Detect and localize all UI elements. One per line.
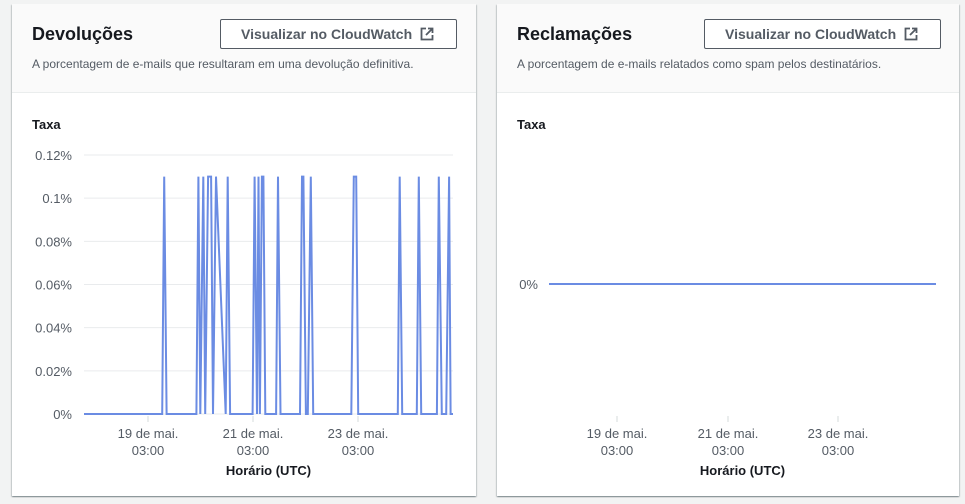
x-tick-date: 19 de mai. (587, 426, 648, 441)
bounces-chart: Taxa 0.12% 0.1% 0.08% 0.06% 0.04% 0.02% 0% 19 de… (12, 93, 476, 496)
complaints-view-in-cloudwatch-button[interactable]: Visualizar no CloudWatch (704, 19, 941, 49)
x-tick-time: 03:00 (342, 443, 375, 458)
y-tick-label: 0.1% (42, 191, 72, 206)
x-tick-time: 03:00 (237, 443, 270, 458)
series-line-0 (84, 175, 453, 415)
x-axis-title: Horário (UTC) (226, 463, 311, 478)
complaints-title: Reclamações (517, 24, 633, 44)
bounces-title: Devoluções (32, 24, 134, 44)
x-tick-time: 03:00 (712, 443, 745, 458)
button-label: Visualizar no CloudWatch (725, 26, 897, 42)
bounces-panel: Devoluções A porcentagem de e-mails que … (12, 4, 476, 496)
complaints-description: A porcentagem de e-mails relatados como … (517, 57, 882, 71)
complaints-chart: Taxa 0% 19 de mai. 03:00 21 de mai. 03:00 23 d… (497, 93, 959, 496)
external-link-icon (904, 27, 918, 41)
y-tick-label: 0% (519, 277, 538, 292)
y-tick-label: 0.12% (35, 148, 72, 163)
x-tick-date: 19 de mai. (118, 426, 179, 441)
y-tick-label: 0% (53, 407, 72, 422)
x-tick-date: 23 de mai. (328, 426, 389, 441)
y-tick-label: 0.08% (35, 234, 72, 249)
y-axis-title: Taxa (517, 117, 546, 132)
x-tick-time: 03:00 (822, 443, 855, 458)
bounces-header: Devoluções A porcentagem de e-mails que … (12, 4, 476, 93)
x-axis-title: Horário (UTC) (700, 463, 785, 478)
y-tick-label: 0.04% (35, 321, 72, 336)
bounces-view-in-cloudwatch-button[interactable]: Visualizar no CloudWatch (220, 19, 457, 49)
y-tick-label: 0.06% (35, 278, 72, 293)
bounces-chart-svg: Taxa 0.12% 0.1% 0.08% 0.06% 0.04% 0.02% 0% 19 de… (32, 117, 453, 478)
y-axis-title: Taxa (32, 117, 61, 132)
x-tick-date: 21 de mai. (698, 426, 759, 441)
button-label: Visualizar no CloudWatch (241, 26, 413, 42)
external-link-icon (420, 27, 434, 41)
x-tick-time: 03:00 (601, 443, 634, 458)
x-tick-time: 03:00 (132, 443, 165, 458)
complaints-header: Reclamações A porcentagem de e-mails rel… (497, 4, 959, 93)
y-tick-label: 0.02% (35, 364, 72, 379)
x-tick-date: 23 de mai. (808, 426, 869, 441)
complaints-chart-svg: Taxa 0% 19 de mai. 03:00 21 de mai. 03:00 23 d… (517, 117, 936, 478)
bounces-description: A porcentagem de e-mails que resultaram … (32, 57, 414, 71)
complaints-panel: Reclamações A porcentagem de e-mails rel… (497, 4, 959, 496)
x-tick-date: 21 de mai. (223, 426, 284, 441)
